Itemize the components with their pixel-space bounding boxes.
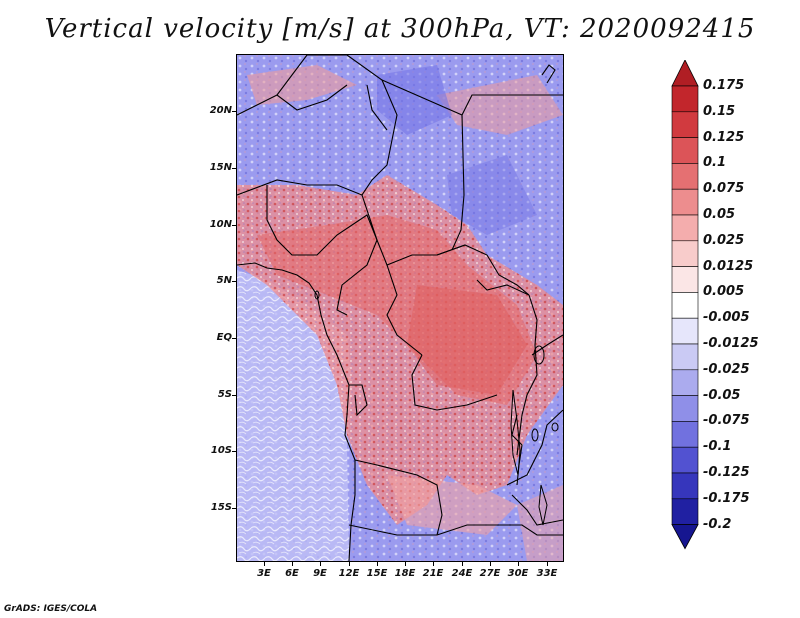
colorbar-segment xyxy=(671,188,699,216)
colorbar-tick-label: 0.025 xyxy=(703,232,745,248)
colorbar-tick-label: -0.025 xyxy=(703,361,750,377)
colorbar-tick-label: 0.1 xyxy=(703,155,727,171)
lat-tick xyxy=(232,168,236,169)
map-title: Vertical velocity [m/s] at 300hPa, VT: 2… xyxy=(44,14,756,44)
colorbar-tick-label: -0.05 xyxy=(703,387,741,403)
colorbar-tick-label: 0.175 xyxy=(703,78,745,93)
lat-label-5n: 5N xyxy=(216,275,232,286)
colorbar-segment xyxy=(671,292,699,319)
lon-tick xyxy=(433,562,434,566)
lon-label-6e: 6E xyxy=(285,568,299,579)
colorbar-segment xyxy=(671,85,699,113)
lat-label-20n: 20N xyxy=(209,105,232,116)
colorbar-segment xyxy=(671,111,699,138)
coastlines-borders xyxy=(237,55,563,561)
lat-tick xyxy=(232,281,236,282)
colorbar-max-arrow xyxy=(671,60,699,87)
colorbar-segment xyxy=(671,446,699,474)
colorbar-segment xyxy=(671,498,699,525)
colorbar-tick-label: -0.2 xyxy=(703,516,732,532)
lon-tick xyxy=(547,562,548,566)
lat-label-10s: 10S xyxy=(210,445,232,456)
lat-label-eq: EQ xyxy=(216,332,232,343)
colorbar-segment xyxy=(671,369,699,396)
colorbar-tick-label: -0.125 xyxy=(703,465,750,480)
lat-label-15s: 15S xyxy=(210,502,232,513)
colorbar-tick-label: 0.125 xyxy=(703,129,745,145)
lat-tick xyxy=(232,111,236,112)
lon-label-30e: 30E xyxy=(507,568,529,579)
colorbar-tick-label: -0.175 xyxy=(703,490,750,506)
colorbar-segment xyxy=(671,472,699,500)
colorbar-segment xyxy=(671,214,699,242)
colorbar xyxy=(671,60,699,550)
colorbar-segment xyxy=(671,163,699,190)
colorbar-tick-label: -0.0125 xyxy=(703,336,759,351)
lat-tick xyxy=(232,395,236,396)
velocity-field xyxy=(237,55,563,561)
lon-label-21e: 21E xyxy=(422,568,444,579)
lon-tick xyxy=(264,562,265,566)
grads-credit: GrADS: IGES/COLA xyxy=(4,604,98,614)
lon-tick xyxy=(292,562,293,566)
colorbar-tick-label: -0.1 xyxy=(703,439,732,455)
lon-label-18e: 18E xyxy=(394,568,416,579)
lon-tick xyxy=(349,562,350,566)
north-streak xyxy=(247,65,357,105)
colorbar-segment xyxy=(671,395,699,422)
north-downdraft xyxy=(377,65,452,135)
lat-tick xyxy=(232,338,236,339)
southeast-updraft xyxy=(517,485,563,561)
lon-label-3e: 3E xyxy=(257,568,271,579)
map-panel xyxy=(236,54,564,562)
colorbar-tick-label: 0.005 xyxy=(703,284,745,300)
lon-label-15e: 15E xyxy=(366,568,388,579)
colorbar-tick-label: 0.15 xyxy=(703,103,736,119)
colorbar-segment xyxy=(671,343,699,371)
lat-label-10n: 10N xyxy=(209,219,232,230)
lon-label-24e: 24E xyxy=(451,568,473,579)
colorbar-segment xyxy=(671,317,699,345)
colorbar-tick-label: 0.0125 xyxy=(703,258,754,274)
lakes xyxy=(314,290,559,526)
lon-tick xyxy=(518,562,519,566)
lat-label-15n: 15N xyxy=(209,162,232,173)
lon-tick xyxy=(377,562,378,566)
lon-tick xyxy=(462,562,463,566)
colorbar-segment xyxy=(671,137,699,164)
lon-label-9e: 9E xyxy=(313,568,327,579)
colorbar-tick-label: -0.005 xyxy=(703,310,750,326)
lon-label-12e: 12E xyxy=(338,568,360,579)
colorbar-min-arrow xyxy=(671,524,699,550)
lat-tick xyxy=(232,225,236,226)
lat-label-5s: 5S xyxy=(217,389,232,400)
core-updraft-region xyxy=(407,285,527,395)
colorbar-tick-label: 0.05 xyxy=(703,207,736,222)
sudan-downdraft xyxy=(447,155,537,235)
lon-label-33e: 33E xyxy=(536,568,558,579)
colorbar-tick-label: -0.075 xyxy=(703,413,750,429)
lat-tick xyxy=(232,508,236,509)
south-updraft xyxy=(387,475,517,535)
lon-tick xyxy=(490,562,491,566)
lon-label-27e: 27E xyxy=(479,568,501,579)
lon-tick xyxy=(405,562,406,566)
colorbar-segment xyxy=(671,266,699,293)
colorbar-segment xyxy=(671,240,699,267)
colorbar-tick-label: 0.075 xyxy=(703,181,745,197)
northeast-streak xyxy=(437,75,563,135)
lon-tick xyxy=(320,562,321,566)
lat-tick xyxy=(232,451,236,452)
colorbar-segment xyxy=(671,421,699,448)
